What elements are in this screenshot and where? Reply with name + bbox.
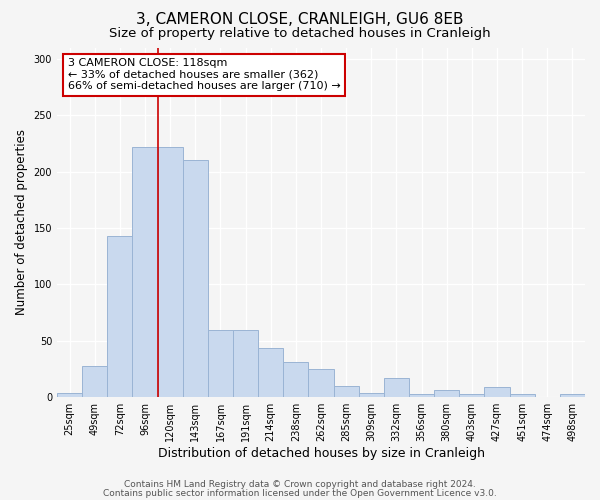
Text: Contains HM Land Registry data © Crown copyright and database right 2024.: Contains HM Land Registry data © Crown c… [124, 480, 476, 489]
Bar [459, 394, 484, 397]
Text: Contains public sector information licensed under the Open Government Licence v3: Contains public sector information licen… [103, 488, 497, 498]
Bar [233, 330, 258, 397]
Y-axis label: Number of detached properties: Number of detached properties [15, 130, 28, 316]
Bar [183, 160, 208, 397]
Bar [509, 394, 535, 397]
Bar [283, 362, 308, 397]
Bar [434, 390, 459, 397]
Bar [208, 330, 233, 397]
Text: 3 CAMERON CLOSE: 118sqm
← 33% of detached houses are smaller (362)
66% of semi-d: 3 CAMERON CLOSE: 118sqm ← 33% of detache… [68, 58, 340, 91]
Text: Size of property relative to detached houses in Cranleigh: Size of property relative to detached ho… [109, 28, 491, 40]
Bar [484, 387, 509, 397]
Bar [158, 147, 183, 397]
Bar [409, 394, 434, 397]
Bar [334, 386, 359, 397]
X-axis label: Distribution of detached houses by size in Cranleigh: Distribution of detached houses by size … [158, 447, 485, 460]
Bar [359, 392, 384, 397]
Bar [560, 394, 585, 397]
Bar [308, 369, 334, 397]
Bar [258, 348, 283, 397]
Text: 3, CAMERON CLOSE, CRANLEIGH, GU6 8EB: 3, CAMERON CLOSE, CRANLEIGH, GU6 8EB [136, 12, 464, 28]
Bar [82, 366, 107, 397]
Bar [133, 147, 158, 397]
Bar [107, 236, 133, 397]
Bar [57, 392, 82, 397]
Bar [384, 378, 409, 397]
